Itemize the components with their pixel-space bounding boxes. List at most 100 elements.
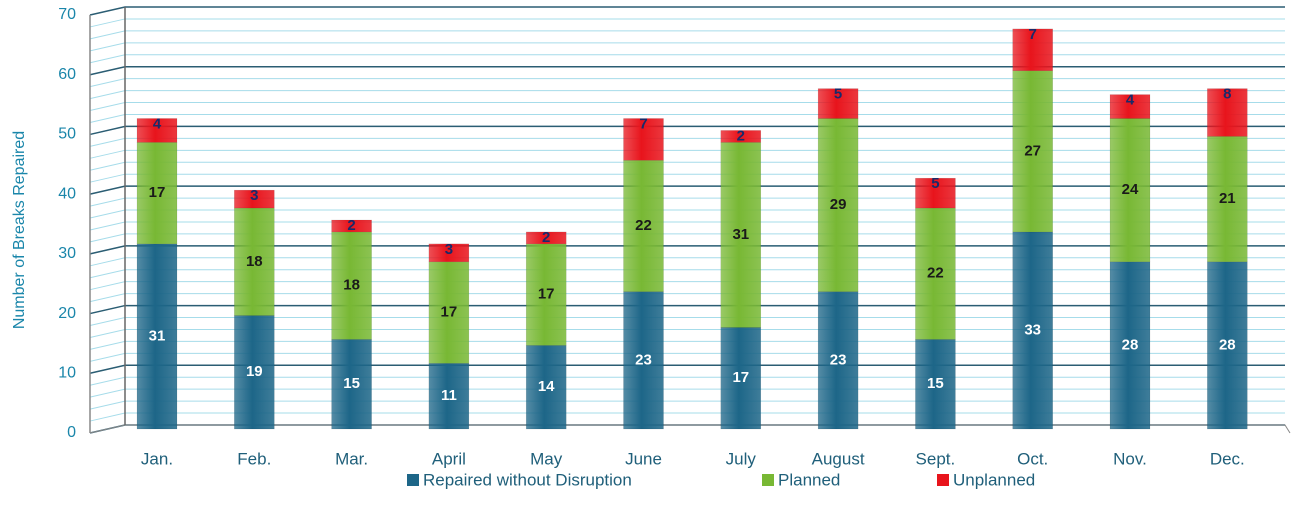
grid-line [89,65,1285,76]
bar-segment [525,345,567,430]
data-label: 3 [445,241,453,258]
y-tick-label: 70 [58,6,76,23]
data-label: 15 [343,375,360,392]
x-tick-label: Oct. [1017,449,1048,468]
data-label: 33 [1024,321,1041,338]
minor-grid-line [89,125,1285,135]
bar-segment [817,291,859,430]
x-tick-label: August [812,449,865,468]
minor-grid-line [89,30,1285,40]
bar-segment [720,142,762,328]
data-label: 18 [343,277,360,294]
minor-grid-line [89,42,1285,52]
data-label: 7 [639,115,647,132]
floor [89,424,1291,434]
bar-segment [1012,28,1053,71]
bar-segment [1109,118,1151,263]
data-label: 31 [149,327,166,344]
bar-segment [915,177,956,209]
data-label: 28 [1219,336,1236,353]
data-label: 29 [830,196,847,213]
bar-segment [915,339,956,430]
data-label: 5 [931,175,939,192]
x-tick-label: Sept. [916,449,956,468]
bar-segment [136,118,178,143]
bar-segment [525,231,567,245]
minor-grid-line [89,173,1285,183]
bar-segment [331,339,372,430]
data-label: 7 [1029,26,1037,43]
bar-segment [915,207,956,340]
y-tick-label: 40 [58,185,76,202]
data-label: 17 [441,304,458,321]
legend-swatch [407,474,419,486]
bar-segment [1012,231,1053,430]
x-tick-label: April [432,449,466,468]
data-label: 15 [927,375,944,392]
minor-grid-line [89,78,1285,88]
data-label: 18 [246,253,263,270]
legend-label: Planned [778,470,840,489]
bar-segment [331,219,372,233]
data-label: 5 [834,86,842,103]
bar-segment [720,327,762,430]
bar-segment [428,261,470,364]
legend-label: Repaired without Disruption [423,470,632,489]
data-label: 3 [250,187,258,204]
data-label: 21 [1219,190,1236,207]
data-label: 28 [1122,336,1139,353]
bar-segment [234,207,275,316]
data-label: 2 [542,229,550,246]
minor-grid-line [89,113,1285,123]
bar-segment [623,160,664,292]
data-label: 22 [635,217,652,234]
y-tick-label: 30 [58,245,76,262]
x-tick-label: Mar. [335,449,368,468]
minor-grid-line [89,161,1285,171]
minor-grid-line [89,149,1285,159]
data-label: 2 [347,217,355,234]
minor-grid-line [89,54,1285,64]
data-label: 19 [246,363,263,380]
y-tick-label: 50 [58,126,76,143]
data-label: 4 [153,115,162,132]
y-tick-label: 60 [58,66,76,83]
minor-grid-line [89,90,1285,100]
bar-segment [1109,94,1151,119]
data-label: 31 [732,226,749,243]
bar-segment [234,315,275,430]
data-label: 17 [732,369,749,386]
x-tick-label: Feb. [237,449,271,468]
y-tick-label: 10 [58,365,76,382]
bar-segment [331,231,372,340]
bar-segment [136,142,178,245]
data-label: 24 [1122,181,1139,198]
bar-segment [136,243,178,430]
bar-segment [1012,70,1053,233]
data-label: 27 [1024,142,1041,159]
x-tick-label: Dec. [1210,449,1245,468]
bar-segment [234,189,275,209]
legend-swatch [762,474,774,486]
bar-segment [623,118,664,161]
bar-segment [428,243,470,263]
data-label: 23 [635,351,652,368]
grid-line [89,125,1285,136]
data-label: 17 [149,184,166,201]
y-tick-label: 0 [67,424,76,441]
x-tick-label: May [530,449,563,468]
bar-segment [720,130,762,143]
bar-segment [525,243,567,346]
bar-segment [817,118,859,292]
y-tick-label: 20 [58,305,76,322]
grid-line [89,6,1285,16]
bar-segment [1207,88,1248,137]
minor-grid-line [89,102,1285,112]
bar-segment [1109,261,1151,430]
bar-segment [428,363,470,430]
data-label: 2 [737,127,745,144]
data-label: 11 [441,387,457,404]
bar-segment [1207,136,1248,263]
x-tick-label: Jan. [141,449,173,468]
